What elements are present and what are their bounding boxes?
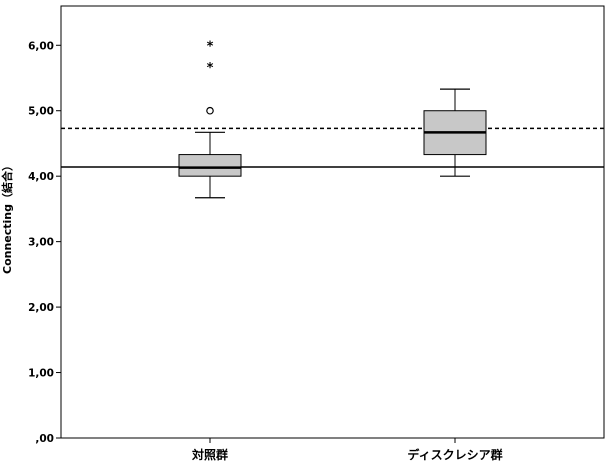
y-tick-label: 1,00 <box>28 368 54 380</box>
y-axis-title: Connecting（結合） <box>0 160 14 274</box>
category-label: 対照群 <box>191 447 228 462</box>
reference-lines <box>61 127 604 168</box>
y-tick-label: 6,00 <box>28 40 54 52</box>
extreme-point: * <box>207 61 214 76</box>
plot-frame <box>60 5 605 439</box>
y-tick-label: ,00 <box>35 433 54 445</box>
boxes: ** <box>178 39 487 199</box>
extreme-point: * <box>207 39 214 54</box>
category-label: ディスクレシア群 <box>407 447 502 462</box>
box-iqr <box>178 154 242 177</box>
box-group <box>423 88 487 177</box>
box-group: ** <box>178 39 242 199</box>
y-tick-label: 3,00 <box>28 237 54 249</box>
y-axis: ,00 1,00 2,00 3,00 4,00 5,00 6,00 <box>28 40 61 445</box>
outlier-point <box>206 106 214 115</box>
y-tick-label: 5,00 <box>28 106 54 118</box>
x-axis: 対照群 ディスクレシア群 <box>191 438 503 462</box>
y-tick-label: 2,00 <box>28 302 54 314</box>
y-tick-label: 4,00 <box>28 171 54 183</box>
